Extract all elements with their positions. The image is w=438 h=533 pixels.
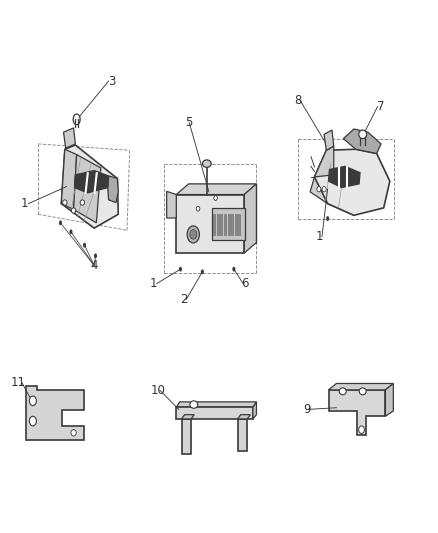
Text: 7: 7: [377, 100, 385, 113]
Polygon shape: [61, 149, 77, 209]
Text: 8: 8: [294, 94, 301, 107]
Ellipse shape: [63, 200, 67, 205]
Ellipse shape: [359, 388, 366, 395]
Text: 1: 1: [316, 230, 324, 243]
Polygon shape: [310, 177, 359, 215]
Ellipse shape: [201, 269, 204, 274]
Polygon shape: [328, 390, 385, 435]
Text: 5: 5: [185, 116, 192, 129]
Polygon shape: [61, 145, 118, 228]
Ellipse shape: [214, 196, 217, 200]
Ellipse shape: [71, 430, 76, 436]
Ellipse shape: [196, 206, 200, 211]
Ellipse shape: [83, 243, 86, 248]
Ellipse shape: [29, 396, 36, 406]
Bar: [220, 214, 223, 235]
Polygon shape: [244, 184, 257, 253]
Polygon shape: [181, 415, 194, 419]
Text: 10: 10: [150, 384, 165, 397]
Ellipse shape: [69, 229, 73, 235]
Bar: [235, 214, 237, 235]
Polygon shape: [74, 171, 109, 193]
Text: 1: 1: [149, 277, 157, 290]
Ellipse shape: [187, 226, 199, 243]
Ellipse shape: [190, 230, 197, 239]
Ellipse shape: [202, 160, 211, 167]
Polygon shape: [237, 415, 251, 419]
Bar: [224, 214, 226, 235]
Ellipse shape: [339, 388, 346, 395]
Bar: [213, 214, 215, 235]
Bar: [228, 214, 230, 235]
Bar: [237, 419, 247, 451]
Ellipse shape: [322, 187, 326, 192]
Polygon shape: [108, 176, 118, 203]
Polygon shape: [64, 128, 75, 148]
Ellipse shape: [59, 220, 62, 225]
Bar: [212, 208, 245, 240]
Polygon shape: [74, 155, 101, 223]
Ellipse shape: [73, 114, 80, 125]
Text: 11: 11: [11, 376, 26, 389]
Polygon shape: [176, 184, 257, 195]
Ellipse shape: [317, 187, 321, 192]
Ellipse shape: [190, 401, 198, 408]
Ellipse shape: [359, 130, 367, 139]
Ellipse shape: [80, 200, 85, 205]
Text: 2: 2: [180, 293, 188, 306]
Ellipse shape: [326, 216, 329, 221]
Polygon shape: [385, 384, 393, 416]
Ellipse shape: [94, 253, 97, 259]
Polygon shape: [314, 149, 390, 215]
Polygon shape: [343, 129, 381, 154]
Polygon shape: [26, 386, 84, 440]
Text: 9: 9: [303, 403, 311, 416]
Polygon shape: [324, 130, 334, 150]
Bar: [239, 214, 240, 235]
Ellipse shape: [179, 266, 182, 272]
Bar: [181, 419, 191, 454]
Ellipse shape: [29, 416, 36, 426]
Polygon shape: [188, 184, 257, 243]
Ellipse shape: [71, 208, 76, 213]
Ellipse shape: [359, 426, 364, 433]
Polygon shape: [328, 166, 360, 188]
Text: 6: 6: [241, 277, 249, 290]
Bar: [176, 407, 253, 419]
Bar: [217, 214, 219, 235]
Polygon shape: [176, 402, 257, 407]
Bar: [231, 214, 233, 235]
Polygon shape: [314, 146, 334, 177]
Ellipse shape: [233, 266, 236, 272]
Polygon shape: [176, 195, 244, 253]
Text: 4: 4: [90, 259, 98, 272]
Text: 3: 3: [108, 75, 115, 87]
Polygon shape: [328, 384, 393, 390]
Polygon shape: [253, 402, 257, 419]
Text: 1: 1: [20, 197, 28, 210]
Polygon shape: [166, 191, 176, 218]
